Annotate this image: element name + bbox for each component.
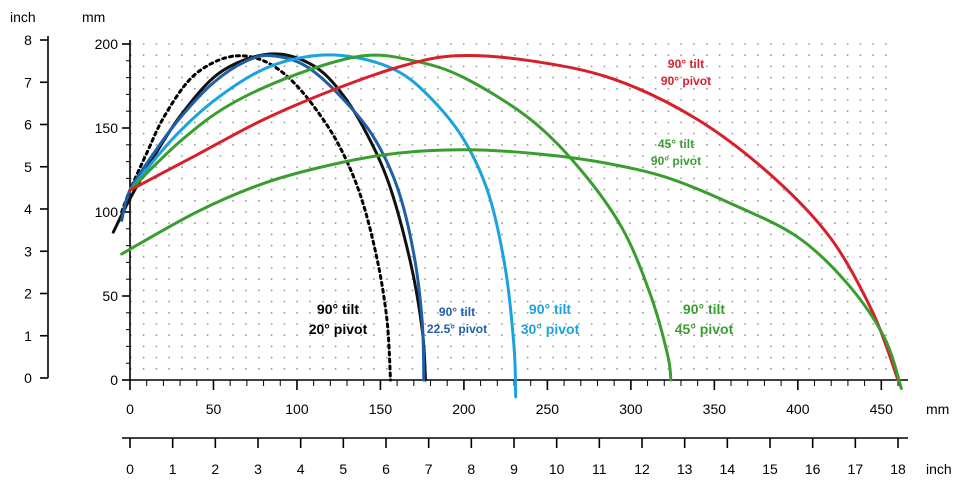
annotation-20-pivot: 90° tilt 20° pivot	[309, 301, 368, 337]
annotation-90-tilt-90-pivot-line2: 90° pivot	[661, 74, 711, 88]
series-line-1	[111, 52, 427, 382]
y-mm-tick-label: 0	[110, 372, 118, 388]
left-outer-unit-label: inch	[10, 9, 36, 25]
x-inch-tick-label: 16	[805, 461, 821, 477]
y-inch-tick-label: 3	[24, 243, 32, 259]
y-inch-tick-label: 5	[24, 159, 32, 175]
x-mm-tick-label: 450	[870, 401, 894, 417]
bottom-inch-unit-label: inch	[926, 461, 952, 477]
y-inch-tick-label: 4	[24, 201, 32, 217]
x-inch-tick-label: 0	[126, 461, 134, 477]
series-line-0	[120, 54, 392, 382]
x-mm-tick-label: 200	[452, 401, 476, 417]
annotation-30-pivot-line1: 90° tilt	[529, 301, 572, 317]
y-inch-tick-label: 2	[24, 286, 32, 302]
annotation-22-5-pivot-line1: 90° tilt	[439, 305, 475, 319]
x-mm-tick-label: 350	[703, 401, 727, 417]
y-mm-tick-label: 200	[95, 36, 119, 52]
y-inch-tick-label: 1	[24, 328, 32, 344]
annotation-45-tilt-90-pivot: 45° tilt 90° pivot	[651, 137, 701, 168]
annotation-30-pivot-line2: 30° pivot	[521, 321, 580, 337]
annotation-22-5-pivot: 90° tilt 22.5° pivot	[427, 305, 487, 336]
y-mm-tick-label: 100	[95, 204, 119, 220]
series-line-6	[120, 148, 903, 390]
x-inch-tick-label: 15	[762, 461, 778, 477]
series-line-5	[128, 53, 900, 382]
x-mm-tick-label: 250	[536, 401, 560, 417]
annotation-45-pivot-line1: 90° tilt	[683, 301, 726, 317]
x-inch-tick-label: 1	[169, 461, 177, 477]
annotation-45-tilt-90-pivot-line1: 45° tilt	[658, 137, 694, 151]
x-mm-tick-label: 400	[786, 401, 810, 417]
dotted-grid	[130, 43, 898, 370]
x-inch-tick-label: 18	[890, 461, 906, 477]
x-inch-tick-label: 10	[549, 461, 565, 477]
x-inch-tick-label: 3	[254, 461, 262, 477]
y-inch-tick-label: 0	[24, 370, 32, 386]
series-line-3	[128, 53, 518, 399]
x-mm-tick-label: 150	[369, 401, 393, 417]
x-inch-tick-label: 17	[848, 461, 864, 477]
annotation-45-pivot-line2: 45° pivot	[675, 321, 734, 337]
series-group	[111, 52, 903, 399]
x-mm-tick-label: 0	[126, 401, 134, 417]
left-inner-unit-label: mm	[82, 9, 105, 25]
annotation-30-pivot: 90° tilt 30° pivot	[521, 301, 580, 337]
annotation-90-tilt-90-pivot: 90° tilt 90° pivot	[661, 57, 711, 88]
x-inch-tick-label: 13	[677, 461, 693, 477]
y-inch-tick-label: 7	[24, 74, 32, 90]
annotation-45-tilt-90-pivot-line2: 90° pivot	[651, 154, 701, 168]
y-inch-tick-label: 6	[24, 117, 32, 133]
x-inch-tick-label: 9	[510, 461, 518, 477]
x-inch-tick-label: 12	[634, 461, 650, 477]
x-inch-tick-label: 14	[720, 461, 736, 477]
x-inch-tick-label: 8	[467, 461, 475, 477]
x-inch-tick-label: 4	[297, 461, 305, 477]
x-inch-tick-label: 11	[592, 461, 607, 477]
series-line-4	[128, 53, 673, 382]
x-mm-tick-label: 300	[619, 401, 643, 417]
y-mm-tick-label: 150	[95, 120, 119, 136]
x-mm-tick-label: 50	[206, 401, 222, 417]
x-inch-tick-label: 5	[339, 461, 347, 477]
x-inch-tick-label: 6	[382, 461, 390, 477]
annotation-22-5-pivot-line2: 22.5° pivot	[427, 322, 487, 336]
y-inch-tick-label: 8	[24, 32, 32, 48]
y-mm-tick-label: 50	[102, 288, 118, 304]
x-mm-tick-label: 100	[285, 401, 309, 417]
annotation-45-pivot: 90° tilt 45° pivot	[675, 301, 734, 337]
annotation-20-pivot-line2: 20° pivot	[309, 321, 368, 337]
x-inch-tick-label: 2	[211, 461, 219, 477]
x-inch-tick-label: 7	[425, 461, 433, 477]
bottom-mm-unit-label: mm	[926, 401, 949, 417]
annotation-90-tilt-90-pivot-line1: 90° tilt	[668, 57, 704, 71]
annotation-20-pivot-line1: 90° tilt	[317, 301, 360, 317]
